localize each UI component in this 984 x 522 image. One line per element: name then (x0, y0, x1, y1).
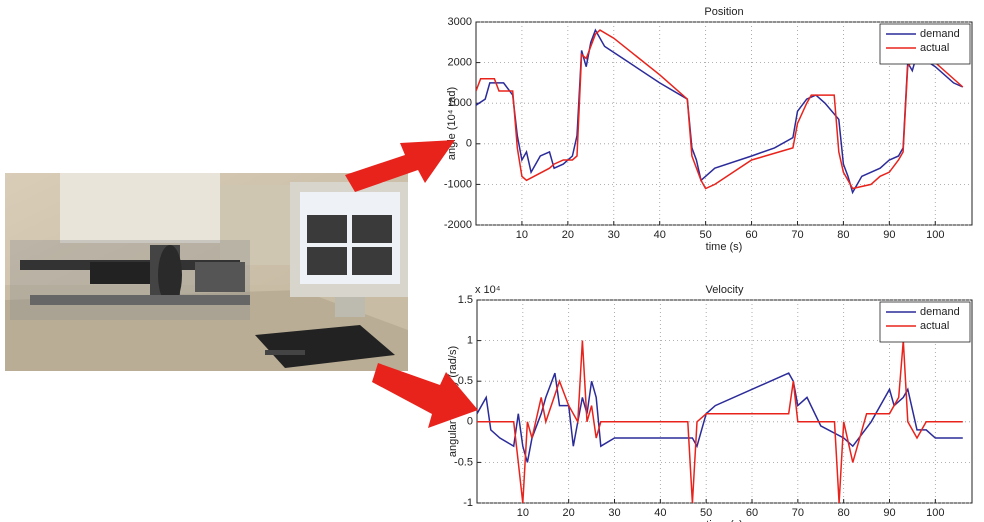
x-tick-label: 50 (700, 229, 712, 241)
x-axis-label: time (s) (706, 241, 743, 253)
x-tick-label: 20 (562, 229, 574, 241)
y-tick-label: -1000 (444, 178, 472, 190)
x-tick-label: 50 (700, 507, 712, 519)
y-tick-label: -1 (463, 497, 473, 509)
legend-label: actual (920, 320, 949, 332)
figure: 102030405060708090100-2000-1000010002000… (0, 0, 984, 522)
y-tick-label: 0 (466, 138, 472, 150)
legend-label: demand (920, 28, 960, 40)
x-tick-label: 20 (563, 507, 575, 519)
x-tick-label: 70 (792, 507, 804, 519)
chart-title: Position (704, 6, 743, 18)
x-tick-label: 80 (837, 229, 849, 241)
y-tick-label: -2000 (444, 219, 472, 231)
y-tick-label: 2000 (448, 57, 472, 69)
x-tick-label: 40 (654, 507, 666, 519)
x-tick-label: 60 (745, 229, 757, 241)
x-tick-label: 80 (838, 507, 850, 519)
x-tick-label: 60 (746, 507, 758, 519)
x-tick-label: 90 (883, 507, 895, 519)
y-tick-label: 0 (467, 416, 473, 428)
x-tick-label: 30 (608, 229, 620, 241)
arrow (372, 363, 478, 428)
x-tick-label: 10 (517, 507, 529, 519)
y-tick-label: 1 (467, 335, 473, 347)
x-tick-label: 30 (608, 507, 620, 519)
y-tick-label: 0.5 (458, 375, 473, 387)
legend-label: actual (920, 42, 949, 54)
x-tick-label: 100 (926, 507, 944, 519)
x-tick-label: 100 (926, 229, 944, 241)
axis-multiplier: x 10⁴ (475, 284, 501, 296)
chart-title: Velocity (706, 284, 744, 296)
lab-photo (5, 173, 408, 371)
x-tick-label: 70 (791, 229, 803, 241)
y-tick-label: 1.5 (458, 294, 473, 306)
y-tick-label: 3000 (448, 16, 472, 28)
legend-label: demand (920, 306, 960, 318)
x-tick-label: 90 (883, 229, 895, 241)
x-tick-label: 10 (516, 229, 528, 241)
x-tick-label: 40 (654, 229, 666, 241)
